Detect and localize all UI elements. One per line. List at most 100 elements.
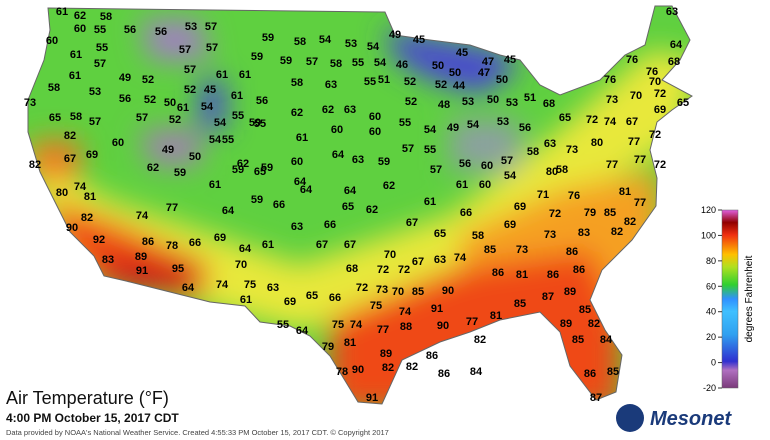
- station-temp: 85: [607, 366, 619, 378]
- station-temp: 62: [322, 104, 334, 116]
- station-temp: 74: [604, 116, 617, 128]
- station-temp: 63: [352, 154, 364, 166]
- station-temp: 56: [124, 24, 136, 36]
- station-temp: 61: [424, 196, 436, 208]
- station-temp: 57: [89, 116, 101, 128]
- station-temp: 86: [566, 246, 578, 258]
- station-temp: 88: [400, 321, 412, 333]
- station-temp: 67: [406, 217, 418, 229]
- station-temp: 64: [670, 39, 683, 51]
- station-temp: 91: [431, 303, 443, 315]
- station-temp: 79: [584, 207, 596, 219]
- station-temp: 57: [205, 21, 217, 33]
- station-temp: 74: [454, 252, 467, 264]
- station-temp: 54: [374, 57, 387, 69]
- station-temp: 74: [216, 279, 229, 291]
- station-temp: 77: [166, 202, 178, 214]
- station-temp: 76: [626, 54, 638, 66]
- station-temp: 78: [166, 240, 178, 252]
- station-temp: 73: [516, 244, 528, 256]
- station-temp: 45: [504, 54, 516, 66]
- station-temp: 62: [366, 204, 378, 216]
- station-temp: 50: [487, 94, 499, 106]
- station-temp: 62: [147, 162, 159, 174]
- station-temp: 52: [405, 96, 417, 108]
- station-temp: 60: [74, 23, 86, 35]
- station-temp: 70: [384, 249, 396, 261]
- station-temp: 75: [332, 319, 344, 331]
- station-temp: 74: [74, 181, 87, 193]
- station-temp: 74: [136, 210, 149, 222]
- station-temp: 61: [70, 49, 82, 61]
- station-temp: 72: [356, 282, 368, 294]
- station-temp: 61: [239, 69, 251, 81]
- station-temp: 82: [588, 318, 600, 330]
- station-temp: 61: [262, 239, 274, 251]
- station-temp: 57: [430, 164, 442, 176]
- station-temp: 67: [344, 239, 356, 251]
- station-temp: 53: [345, 38, 357, 50]
- station-temp: 50: [496, 74, 508, 86]
- station-temp: 59: [262, 32, 274, 44]
- station-temp: 66: [329, 292, 341, 304]
- station-temp: 86: [438, 368, 450, 380]
- station-temp: 58: [291, 77, 303, 89]
- station-temp: 83: [578, 227, 590, 239]
- station-temp: 64: [239, 243, 252, 255]
- station-temp: 52: [435, 79, 447, 91]
- station-temp: 62: [74, 10, 86, 22]
- station-temp: 65: [49, 112, 61, 124]
- station-temp: 86: [584, 368, 596, 380]
- station-temp: 65: [677, 97, 689, 109]
- station-temp: 69: [86, 149, 98, 161]
- station-temp: 77: [628, 136, 640, 148]
- station-temp: 50: [164, 97, 176, 109]
- station-temp: 59: [251, 194, 263, 206]
- credit: Data provided by NOAA's National Weather…: [6, 428, 389, 437]
- station-temp: 72: [586, 114, 598, 126]
- station-temp: 76: [604, 74, 616, 86]
- station-temp: 45: [204, 84, 216, 96]
- station-temp: 54: [209, 134, 222, 146]
- station-temp: 69: [214, 232, 226, 244]
- station-temp: 53: [497, 116, 509, 128]
- station-temp: 86: [547, 269, 559, 281]
- colorbar-tick-label: -20: [703, 383, 716, 393]
- station-temp: 81: [619, 186, 631, 198]
- station-temp: 59: [174, 167, 186, 179]
- station-temp: 77: [466, 316, 478, 328]
- station-temp: 55: [96, 42, 108, 54]
- station-temp: 58: [527, 146, 539, 158]
- station-temp: 56: [155, 26, 167, 38]
- station-temp: 89: [564, 286, 576, 298]
- station-temp: 85: [514, 298, 526, 310]
- station-temp: 65: [254, 166, 266, 178]
- station-temp: 83: [102, 254, 114, 266]
- station-temp: 61: [240, 294, 252, 306]
- station-temp: 70: [630, 90, 642, 102]
- station-temp: 64: [182, 282, 195, 294]
- station-temp: 53: [506, 97, 518, 109]
- station-temp: 82: [624, 216, 636, 228]
- station-temp: 61: [456, 179, 468, 191]
- station-temp: 61: [296, 132, 308, 144]
- station-temp: 69: [284, 296, 296, 308]
- station-temp: 47: [482, 56, 494, 68]
- station-temp: 57: [206, 42, 218, 54]
- station-temp: 54: [367, 41, 380, 53]
- station-temp: 81: [344, 337, 356, 349]
- station-temp: 86: [573, 264, 585, 276]
- station-temp: 73: [24, 97, 36, 109]
- station-temp: 52: [142, 74, 154, 86]
- station-temp: 63: [325, 79, 337, 91]
- station-temp: 54: [424, 124, 437, 136]
- station-temp: 69: [654, 104, 666, 116]
- colorbar-tick-label: 0: [711, 358, 716, 368]
- station-temp: 85: [484, 244, 496, 256]
- station-temp: 63: [344, 104, 356, 116]
- station-temp: 75: [370, 300, 382, 312]
- station-temp: 54: [319, 34, 332, 46]
- station-temp: 57: [94, 58, 106, 70]
- station-temp: 44: [453, 80, 466, 92]
